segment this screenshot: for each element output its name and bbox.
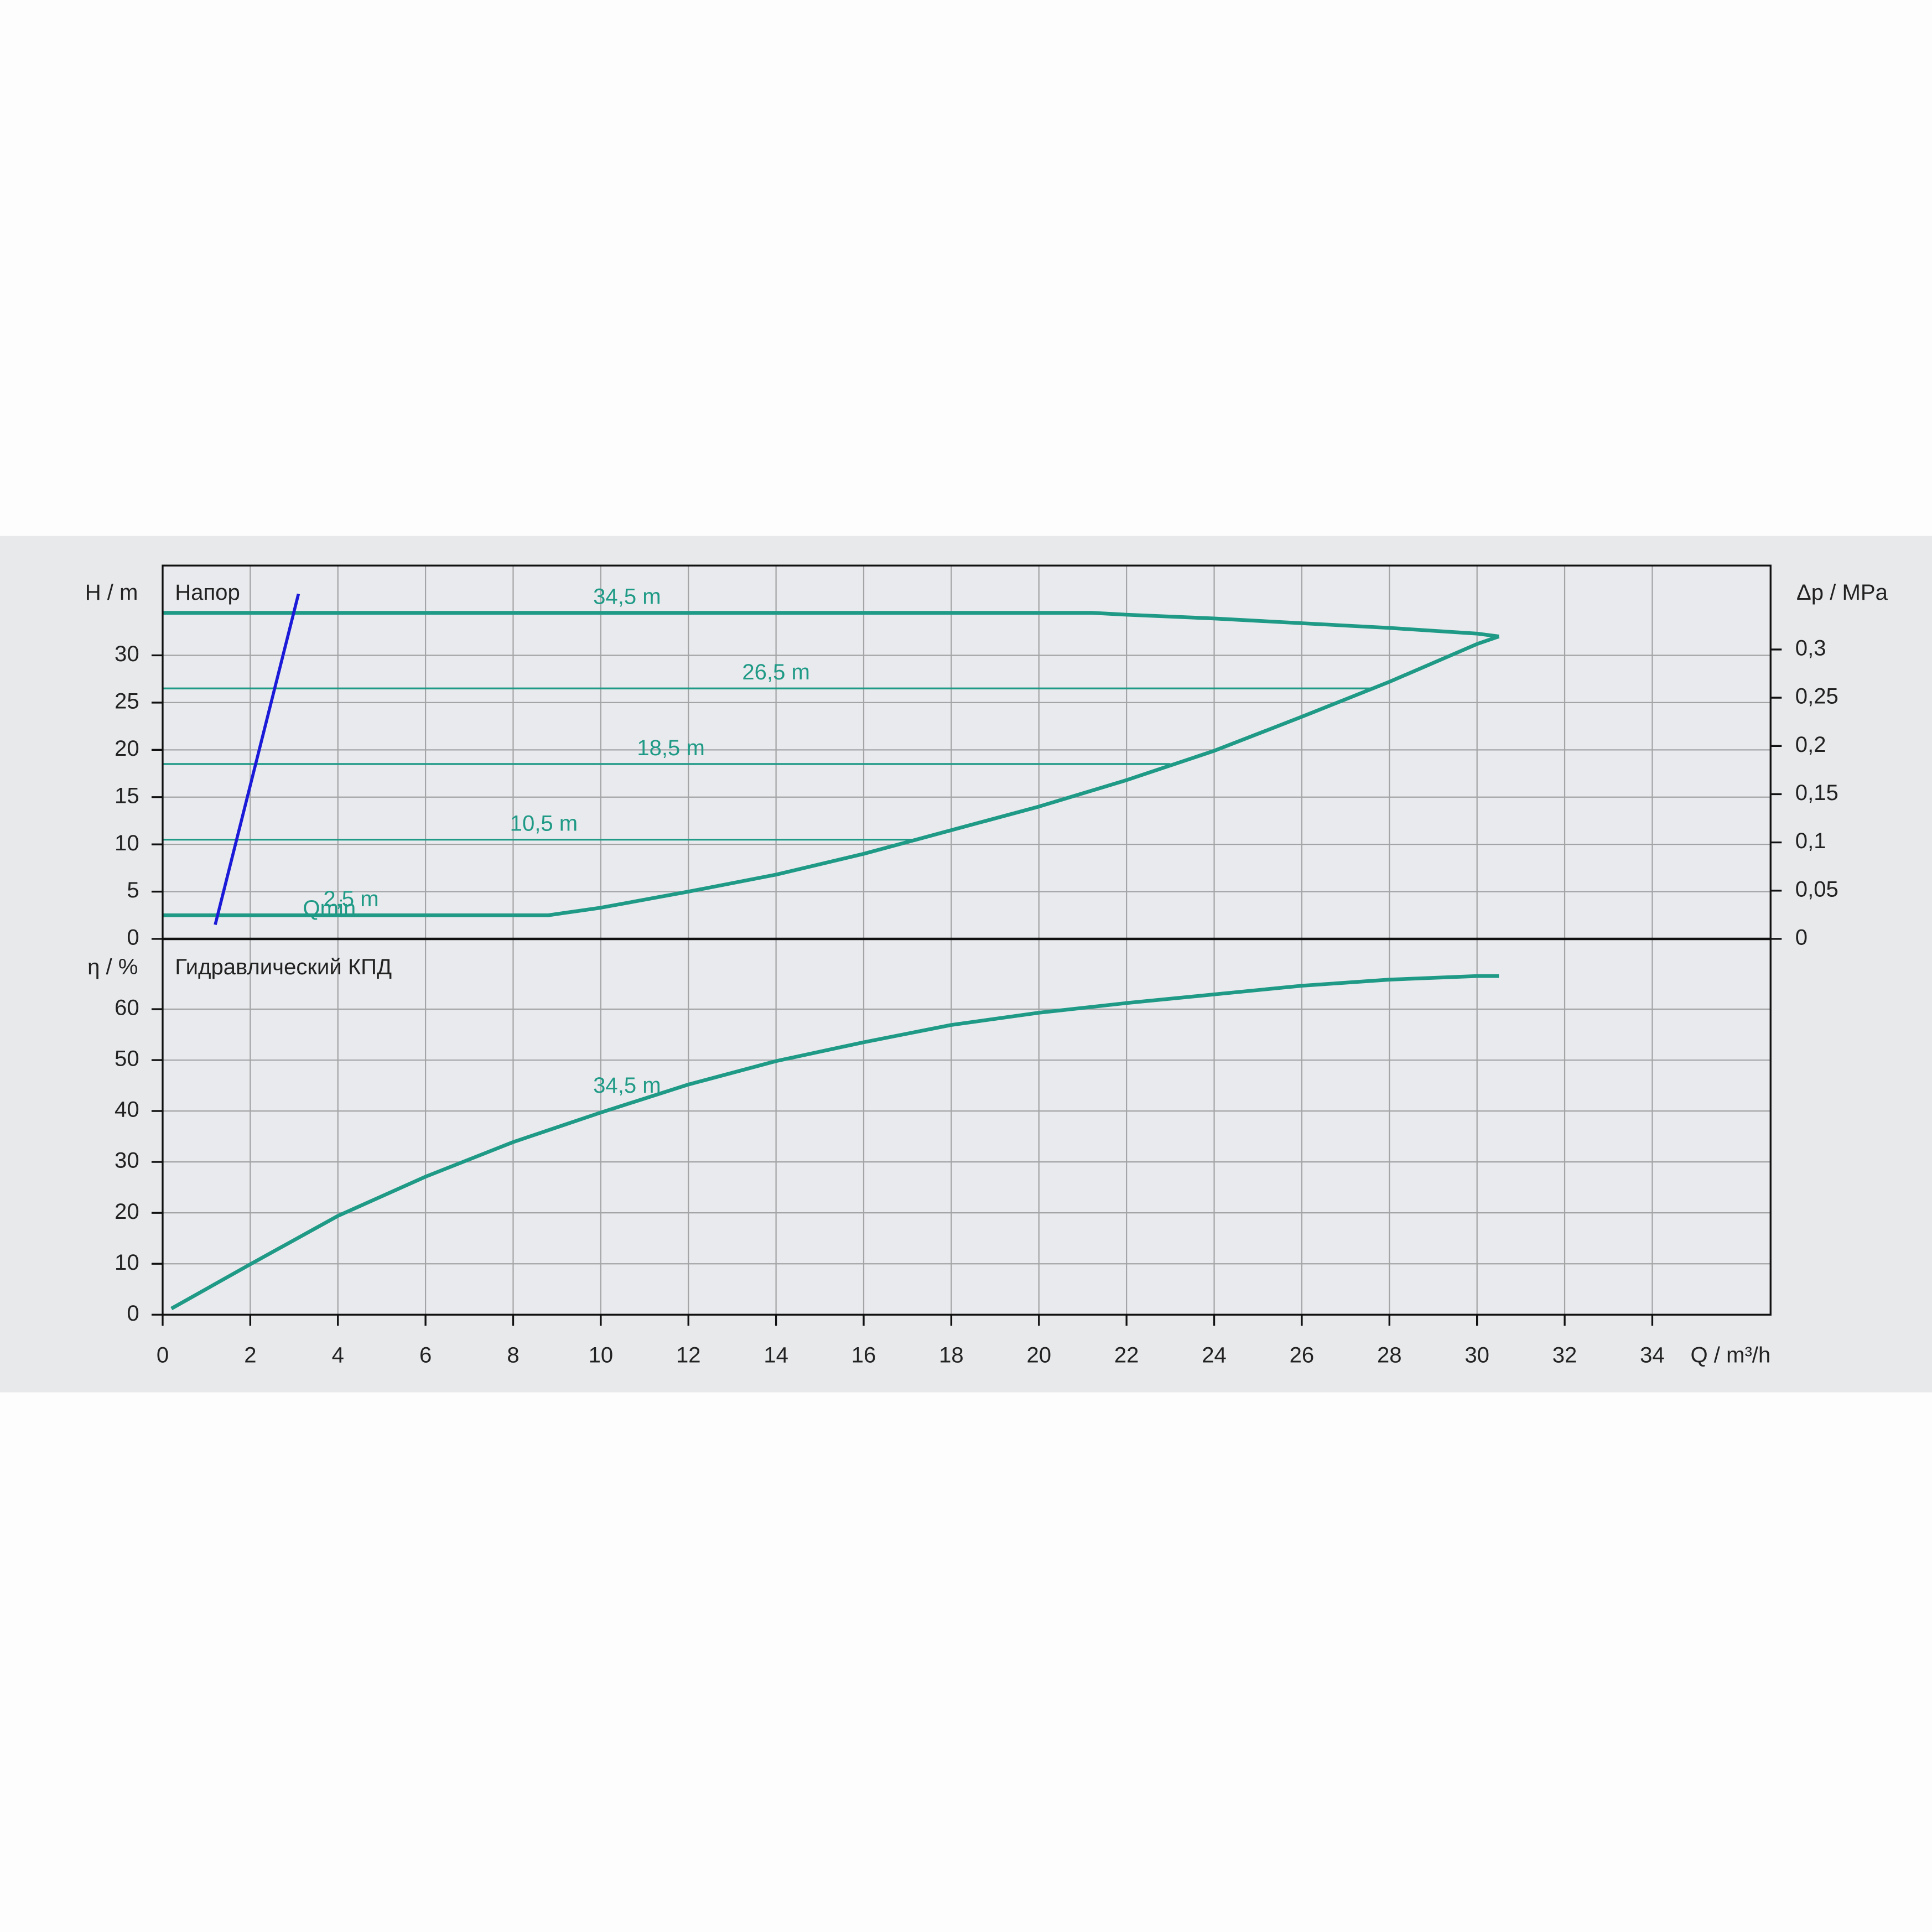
y-tick-label: 20 [115, 736, 139, 761]
x-tick-label: 0 [157, 1343, 169, 1368]
y-tick-label: 10 [115, 1250, 139, 1275]
x-tick-label: 10 [589, 1343, 614, 1368]
x-tick-label: 12 [676, 1343, 701, 1368]
y-axis-label: H / m [85, 580, 138, 605]
y2-tick-label: 0,25 [1795, 684, 1838, 709]
y-tick-label: 20 [115, 1199, 139, 1224]
y2-tick-label: 0,1 [1795, 829, 1826, 853]
y-tick-label: 30 [115, 642, 139, 666]
series-line [170, 974, 1499, 1311]
y2-tick-label: 0,2 [1795, 733, 1826, 757]
y2-tick-label: 0 [1795, 926, 1808, 950]
x-tick-label: 4 [332, 1343, 344, 1368]
y2-axis-label: Δp / MPa [1796, 580, 1888, 605]
series-label: 10,5 m [510, 811, 578, 835]
y-tick-label: 50 [115, 1047, 139, 1071]
y-tick-label: 5 [127, 878, 139, 902]
x-tick-label: 16 [851, 1343, 876, 1368]
panel-title: Напор [175, 580, 240, 605]
x-tick-label: 28 [1377, 1343, 1402, 1368]
y-tick-label: 60 [115, 996, 139, 1020]
y2-tick-label: 0,05 [1795, 877, 1838, 901]
x-tick-label: 20 [1026, 1343, 1051, 1368]
series-label: 34,5 m [593, 584, 661, 609]
y-tick-label: 0 [127, 926, 139, 950]
panel-title: Гидравлический КПД [175, 955, 392, 979]
marks [162, 593, 1500, 1311]
series-label: 18,5 m [637, 736, 705, 760]
series-label: Qmin [303, 896, 356, 921]
x-tick-label: 2 [244, 1343, 256, 1368]
y-tick-label: 0 [127, 1301, 139, 1326]
y-tick-label: 40 [115, 1098, 139, 1122]
series-line [162, 611, 1499, 638]
x-tick-label: 34 [1640, 1343, 1665, 1368]
series-label: 34,5 m [593, 1073, 661, 1098]
series-label: 26,5 m [742, 660, 810, 684]
x-tick-label: 30 [1464, 1343, 1489, 1368]
x-tick-label: 18 [939, 1343, 964, 1368]
x-axis-label: Q / m³/h [1691, 1343, 1771, 1368]
y2-tick-label: 0,15 [1795, 781, 1838, 805]
series-line [214, 593, 300, 926]
y-axis-label: η / % [87, 955, 138, 979]
x-tick-label: 24 [1202, 1343, 1227, 1368]
x-tick-label: 26 [1290, 1343, 1315, 1368]
y-tick-label: 15 [115, 783, 139, 808]
x-tick-label: 8 [507, 1343, 519, 1368]
series-line [162, 635, 1500, 917]
y-tick-label: 10 [115, 831, 139, 855]
series-label: 2,5 m [323, 887, 378, 911]
x-tick-label: 6 [419, 1343, 432, 1368]
y-tick-label: 25 [115, 689, 139, 714]
y2-tick-label: 0,3 [1795, 636, 1826, 661]
x-tick-label: 32 [1552, 1343, 1577, 1368]
y-tick-label: 30 [115, 1149, 139, 1173]
x-tick-label: 22 [1114, 1343, 1139, 1368]
x-tick-label: 14 [764, 1343, 788, 1368]
